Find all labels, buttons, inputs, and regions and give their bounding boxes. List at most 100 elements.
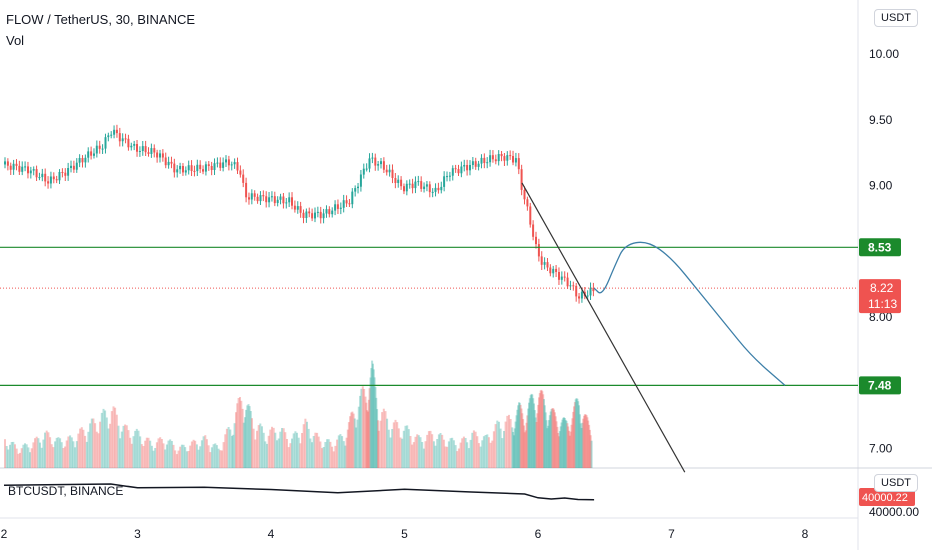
time-axis[interactable]: 2 3 4 5 6 7 8 — [1, 527, 809, 541]
volume-bar — [582, 418, 585, 468]
volume-bar — [9, 444, 11, 468]
candle-body — [529, 206, 532, 225]
volume-bar — [416, 434, 419, 468]
volume-bar — [80, 427, 83, 468]
volume-bar — [24, 443, 26, 468]
volume-bar — [588, 424, 591, 468]
candle-body — [509, 155, 512, 157]
volume-bar — [190, 441, 193, 468]
candle-body — [377, 164, 380, 166]
candle-body — [196, 164, 199, 172]
currency-button[interactable]: USDT — [874, 9, 918, 27]
candle-body — [483, 157, 486, 163]
candle-body — [41, 173, 44, 178]
candle-body — [15, 163, 18, 166]
drawings[interactable] — [521, 182, 786, 473]
volume-bar — [154, 448, 157, 468]
volume-bar — [394, 419, 397, 468]
candle-body — [451, 168, 454, 176]
volume-bar — [585, 415, 588, 468]
candle-body — [331, 210, 334, 215]
volume-bar — [527, 408, 530, 468]
support-resistance-levels[interactable] — [0, 246, 858, 386]
volume-bar — [454, 445, 457, 468]
volume-bar — [177, 450, 180, 468]
volume-bar — [396, 422, 399, 468]
volume-bar — [147, 437, 150, 468]
candle-body — [216, 162, 219, 164]
candle-body — [365, 168, 368, 170]
volume-bar — [511, 427, 514, 468]
x-tick-label: 6 — [535, 527, 542, 541]
volume-bar — [546, 428, 549, 468]
volume-bar — [100, 412, 103, 468]
volume-bar — [344, 445, 347, 468]
candle-body — [21, 166, 24, 172]
candle-body — [67, 168, 70, 176]
volume-bar — [481, 440, 484, 468]
candle-body — [156, 152, 159, 158]
volume-bar — [409, 436, 412, 468]
candle-body — [219, 162, 222, 168]
volume-bar — [239, 397, 241, 468]
volume-bar — [365, 402, 368, 468]
volume-bar — [434, 445, 437, 468]
volume-bar — [346, 429, 349, 468]
volume-indicator-label[interactable]: Vol — [6, 33, 25, 48]
volume-bar — [537, 404, 540, 468]
volume-bar — [324, 442, 327, 468]
candle-body — [110, 134, 113, 136]
candle-body — [9, 165, 12, 170]
volume-bar — [441, 434, 444, 468]
volume-bar — [205, 439, 208, 468]
level-price-label: 8.53 — [868, 240, 892, 254]
volume-bar — [142, 446, 145, 468]
volume-bar — [244, 417, 246, 468]
volume-bar — [528, 398, 531, 468]
volume-bar — [119, 438, 122, 468]
volume-bar — [160, 439, 163, 468]
volume-bar — [533, 410, 536, 468]
volume-bar — [355, 427, 358, 468]
volume-bar — [34, 438, 36, 468]
volume-bar — [347, 422, 350, 468]
volume-bar — [569, 431, 572, 468]
price-axis[interactable]: 10.00 9.50 9.00 8.00 7.00 40000.00 — [869, 47, 919, 519]
volume-bar — [17, 453, 20, 468]
candle-body — [124, 138, 127, 140]
candle-body — [70, 165, 72, 168]
candle-body — [27, 166, 29, 174]
candle-body — [446, 176, 448, 178]
volume-bar — [291, 438, 293, 468]
volume-bar — [412, 442, 415, 468]
candle-body — [535, 236, 537, 245]
candle-body — [115, 129, 118, 134]
volume-bar — [381, 412, 384, 468]
volume-bar — [581, 422, 584, 468]
volume-bar — [486, 434, 489, 468]
candle-body — [382, 161, 385, 170]
volume-bar — [200, 440, 203, 468]
candle-body — [543, 262, 546, 265]
volume-bar — [296, 432, 298, 468]
volume-bar — [517, 405, 520, 468]
sub-currency-button[interactable]: USDT — [874, 474, 918, 492]
volume-bar — [261, 426, 263, 468]
volume-bar — [289, 443, 292, 468]
volume-bar — [504, 421, 507, 468]
x-tick-label: 8 — [802, 527, 809, 541]
candle-body — [199, 164, 202, 170]
volume-bar — [332, 451, 335, 468]
volume-bar — [494, 424, 497, 468]
volume-bar — [50, 444, 53, 468]
candle-body — [532, 224, 535, 237]
candle-body — [291, 197, 293, 206]
volume-bar — [232, 434, 235, 468]
volume-bar — [150, 445, 153, 468]
volume-bar — [563, 418, 566, 468]
candle-body — [24, 166, 27, 168]
volume-bar — [553, 412, 556, 468]
volume-bar — [110, 411, 113, 468]
volume-bar — [245, 409, 248, 468]
